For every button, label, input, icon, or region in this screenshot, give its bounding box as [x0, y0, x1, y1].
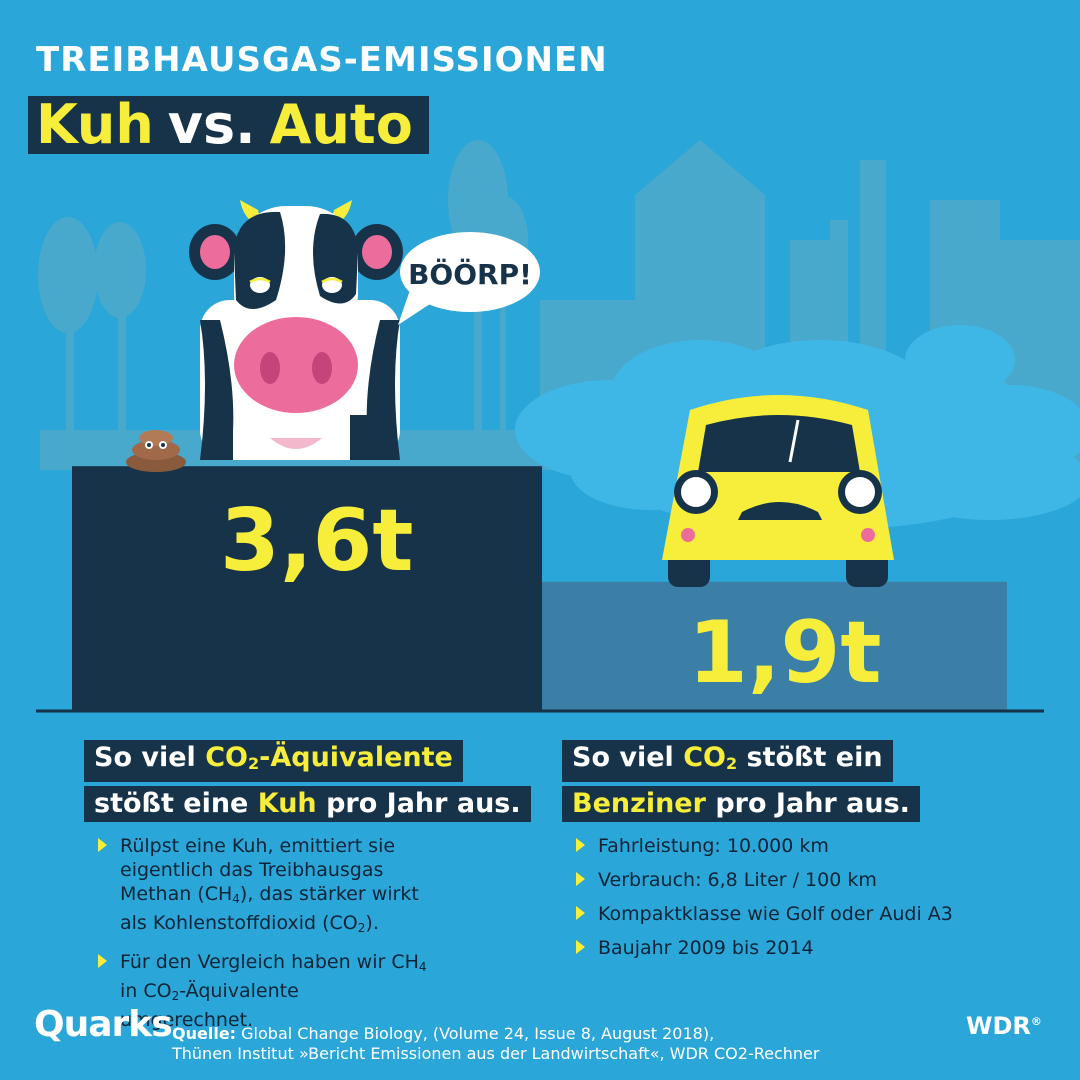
poop-icon: [126, 430, 186, 472]
cow-headline: So viel CO2-Äquivalente stößt eine Kuh p…: [84, 740, 531, 826]
pre-title: TREIBHAUSGAS-EMISSIONEN: [36, 40, 608, 80]
list-item: Baujahr 2009 bis 2014: [574, 936, 1034, 960]
car-illustration: [662, 395, 894, 587]
car-headline: So viel CO2 stößt ein Benziner pro Jahr …: [562, 740, 920, 826]
car-bullet-list: Fahrleistung: 10.000 km Verbrauch: 6,8 L…: [574, 834, 1034, 970]
quarks-logo: Quarks: [34, 1004, 173, 1045]
arrow-icon: [576, 906, 585, 920]
speech-bubble: BÖÖRP!: [398, 232, 540, 325]
cow-illustration: [189, 200, 403, 460]
cow-headline-line1: So viel CO2-Äquivalente: [84, 740, 463, 782]
arrow-icon: [576, 940, 585, 954]
list-item: Fahrleistung: 10.000 km: [574, 834, 1034, 858]
tree-silhouettes: [38, 140, 540, 470]
list-item: Kompaktklasse wie Golf oder Audi A3: [574, 902, 1034, 926]
arrow-icon: [576, 872, 585, 886]
title-auto: Auto: [269, 93, 413, 156]
arrow-icon: [98, 954, 107, 968]
list-item: Rülpst eine Kuh, emittiert sie eigentlic…: [96, 834, 436, 940]
title-vs: vs.: [167, 93, 256, 156]
cow-headline-line2: stößt eine Kuh pro Jahr aus.: [84, 786, 531, 822]
title-kuh: Kuh: [36, 93, 154, 156]
cow-bullet-list: Rülpst eine Kuh, emittiert sie eigentlic…: [96, 834, 436, 1042]
value-label-cow: 3,6t: [220, 491, 414, 591]
arrow-icon: [576, 838, 585, 852]
car-headline-line1: So viel CO2 stößt ein: [562, 740, 893, 782]
list-item: Verbrauch: 6,8 Liter / 100 km: [574, 868, 1034, 892]
source-text: Quelle: Global Change Biology, (Volume 2…: [172, 1024, 820, 1063]
speech-text: BÖÖRP!: [408, 257, 532, 291]
arrow-icon: [98, 838, 107, 852]
list-item: Für den Vergleich haben wir CH4 in CO2-Ä…: [96, 950, 436, 1032]
bar-car: [542, 581, 1007, 711]
page-title: Kuh vs. Auto: [28, 96, 429, 154]
bar-cow: [72, 466, 542, 711]
value-label-car: 1,9t: [688, 603, 882, 703]
car-headline-line2: Benziner pro Jahr aus.: [562, 786, 920, 822]
wdr-logo: WDR®: [966, 1012, 1042, 1040]
